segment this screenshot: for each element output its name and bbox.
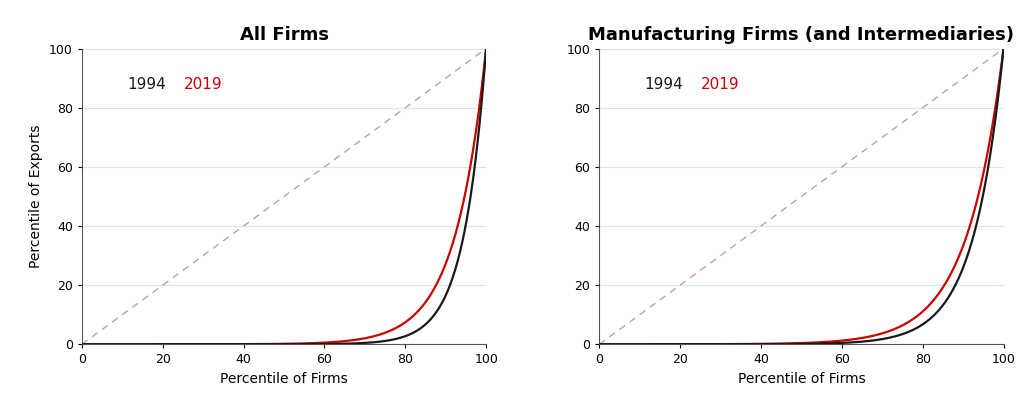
Title: All Firms: All Firms	[240, 26, 329, 44]
Text: 2019: 2019	[701, 77, 740, 92]
Text: 1994: 1994	[645, 77, 683, 92]
Text: 1994: 1994	[127, 77, 166, 92]
Text: 2019: 2019	[184, 77, 222, 92]
X-axis label: Percentile of Firms: Percentile of Firms	[220, 372, 348, 386]
Title: Manufacturing Firms (and Intermediaries): Manufacturing Firms (and Intermediaries)	[589, 26, 1015, 44]
X-axis label: Percentile of Firms: Percentile of Firms	[737, 372, 865, 386]
Y-axis label: Percentile of Exports: Percentile of Exports	[30, 125, 43, 268]
